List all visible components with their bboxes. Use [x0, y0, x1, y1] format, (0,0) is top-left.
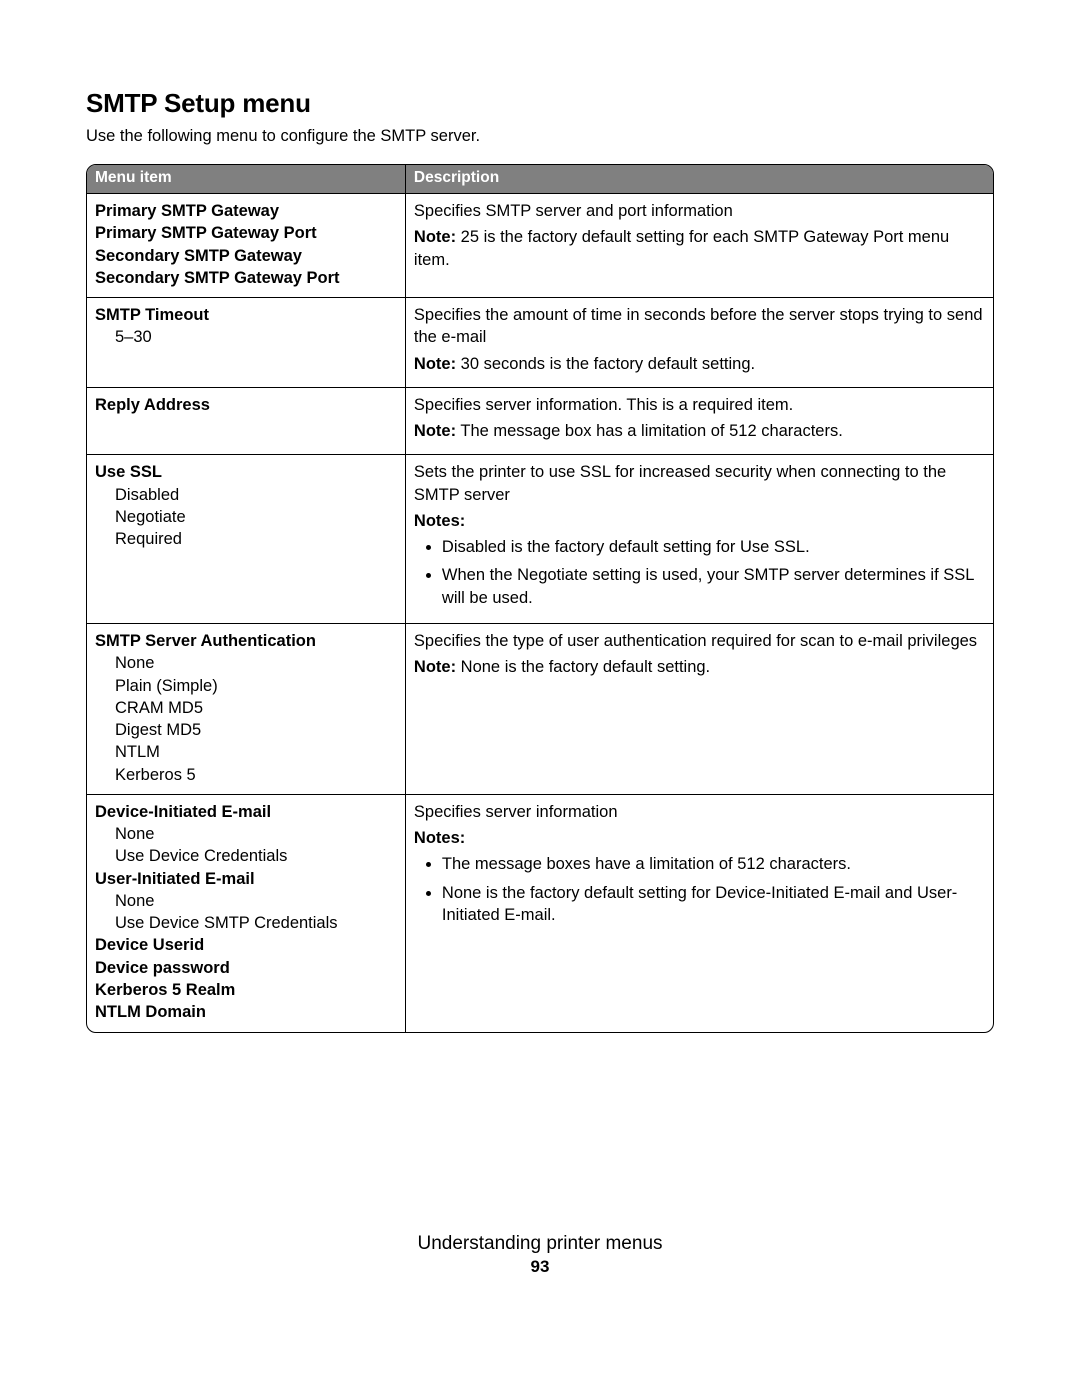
table-header-row: Menu item Description — [87, 165, 993, 193]
menu-option: None — [95, 890, 397, 912]
description-text: Specifies server information — [414, 801, 985, 823]
description-cell: Specifies server information Notes: The … — [406, 794, 993, 1032]
description-cell: Specifies the type of user authenticatio… — [406, 623, 993, 794]
menu-item-label: Device Userid — [95, 934, 397, 956]
menu-option: Plain (Simple) — [95, 675, 397, 697]
notes-list-item: None is the factory default setting for … — [442, 882, 985, 927]
menu-item-cell: Device-Initiated E-mail None Use Device … — [87, 794, 406, 1032]
menu-item-label: Device-Initiated E-mail — [95, 801, 397, 823]
note-line: Note: The message box has a limitation o… — [414, 420, 985, 442]
notes-list: Disabled is the factory default setting … — [414, 536, 985, 609]
menu-item-label: Reply Address — [95, 394, 397, 416]
description-text: Specifies SMTP server and port informati… — [414, 200, 985, 222]
description-text: Specifies server information. This is a … — [414, 394, 985, 416]
menu-option: CRAM MD5 — [95, 697, 397, 719]
footer-page-number: 93 — [86, 1257, 994, 1277]
menu-item-label: Device password — [95, 957, 397, 979]
table-row: Primary SMTP Gateway Primary SMTP Gatewa… — [87, 193, 993, 297]
table-row: Reply Address Specifies server informati… — [87, 387, 993, 455]
notes-list: The message boxes have a limitation of 5… — [414, 853, 985, 926]
smtp-menu-table: Menu item Description Primary SMTP Gatew… — [86, 164, 994, 1033]
table-row: SMTP Server Authentication None Plain (S… — [87, 623, 993, 794]
notes-list-item: The message boxes have a limitation of 5… — [442, 853, 985, 875]
menu-option: Disabled — [95, 484, 397, 506]
menu-item-cell: Reply Address — [87, 387, 406, 455]
note-line: Note: None is the factory default settin… — [414, 656, 985, 678]
note-text: None is the factory default setting. — [456, 658, 710, 676]
note-line: Note: 30 seconds is the factory default … — [414, 353, 985, 375]
menu-item-label: SMTP Timeout — [95, 304, 397, 326]
note-label: Note: — [414, 422, 456, 440]
menu-option: Kerberos 5 — [95, 764, 397, 786]
menu-item-cell: SMTP Timeout 5–30 — [87, 297, 406, 387]
menu-item-cell: SMTP Server Authentication None Plain (S… — [87, 623, 406, 794]
notes-list-item: When the Negotiate setting is used, your… — [442, 564, 985, 609]
menu-option: Negotiate — [95, 506, 397, 528]
page-container: SMTP Setup menu Use the following menu t… — [0, 0, 1080, 1317]
menu-item-label: NTLM Domain — [95, 1001, 397, 1023]
menu-item-cell: Use SSL Disabled Negotiate Required — [87, 454, 406, 623]
menu-option: Digest MD5 — [95, 719, 397, 741]
description-cell: Specifies server information. This is a … — [406, 387, 993, 455]
menu-option: Use Device SMTP Credentials — [95, 912, 397, 934]
page-title: SMTP Setup menu — [86, 88, 994, 119]
menu-item-label: Kerberos 5 Realm — [95, 979, 397, 1001]
menu-item-label: User-Initiated E-mail — [95, 868, 397, 890]
menu-option: Required — [95, 528, 397, 550]
description-cell: Specifies SMTP server and port informati… — [406, 193, 993, 297]
note-text: 25 is the factory default setting for ea… — [414, 228, 949, 268]
menu-option: Use Device Credentials — [95, 845, 397, 867]
note-label: Note: — [414, 228, 456, 246]
intro-text: Use the following menu to configure the … — [86, 127, 994, 146]
menu-item-cell: Primary SMTP Gateway Primary SMTP Gatewa… — [87, 193, 406, 297]
table-row: SMTP Timeout 5–30 Specifies the amount o… — [87, 297, 993, 387]
menu-option: 5–30 — [95, 326, 397, 348]
table-row: Device-Initiated E-mail None Use Device … — [87, 794, 993, 1032]
note-text: The message box has a limitation of 512 … — [456, 422, 843, 440]
description-text: Specifies the amount of time in seconds … — [414, 304, 985, 349]
description-text: Sets the printer to use SSL for increase… — [414, 461, 985, 506]
note-line: Note: 25 is the factory default setting … — [414, 226, 985, 271]
menu-item-label: SMTP Server Authentication — [95, 630, 397, 652]
page-footer: Understanding printer menus 93 — [86, 1233, 994, 1277]
menu-option: None — [95, 823, 397, 845]
footer-section-title: Understanding printer menus — [86, 1233, 994, 1255]
menu-item-label: Secondary SMTP Gateway — [95, 245, 397, 267]
menu-item-label: Secondary SMTP Gateway Port — [95, 267, 397, 289]
menu-option: NTLM — [95, 741, 397, 763]
notes-label: Notes: — [414, 510, 985, 532]
menu-item-label: Use SSL — [95, 461, 397, 483]
notes-list-item: Disabled is the factory default setting … — [442, 536, 985, 558]
note-text: 30 seconds is the factory default settin… — [456, 355, 755, 373]
header-description: Description — [406, 165, 993, 193]
menu-item-label: Primary SMTP Gateway Port — [95, 222, 397, 244]
notes-label: Notes: — [414, 827, 985, 849]
table-row: Use SSL Disabled Negotiate Required Sets… — [87, 454, 993, 623]
description-text: Specifies the type of user authenticatio… — [414, 630, 985, 652]
header-menu-item: Menu item — [87, 165, 406, 193]
note-label: Note: — [414, 658, 456, 676]
description-cell: Specifies the amount of time in seconds … — [406, 297, 993, 387]
description-cell: Sets the printer to use SSL for increase… — [406, 454, 993, 623]
menu-option: None — [95, 652, 397, 674]
note-label: Note: — [414, 355, 456, 373]
menu-item-label: Primary SMTP Gateway — [95, 200, 397, 222]
